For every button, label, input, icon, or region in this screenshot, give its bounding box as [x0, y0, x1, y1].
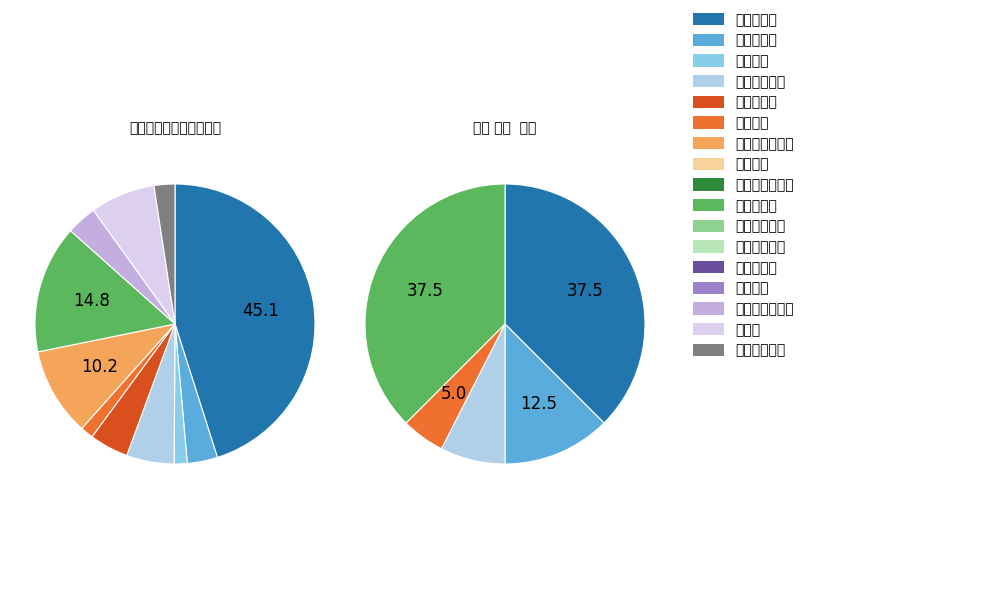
- Text: 10.2: 10.2: [81, 358, 118, 376]
- Text: 37.5: 37.5: [567, 282, 604, 300]
- Legend: ストレート, ツーシーム, シュート, カットボール, スプリット, フォーク, チェンジアップ, シンカー, 高速スライダー, スライダー, 縦スライダー, : ストレート, ツーシーム, シュート, カットボール, スプリット, フォーク,…: [693, 13, 794, 358]
- Wedge shape: [82, 324, 175, 437]
- Wedge shape: [93, 185, 175, 324]
- Wedge shape: [175, 184, 315, 457]
- Wedge shape: [127, 324, 175, 464]
- Text: 12.5: 12.5: [520, 395, 557, 413]
- Text: 45.1: 45.1: [242, 302, 279, 320]
- Text: 5.0: 5.0: [441, 385, 467, 403]
- Text: 14.8: 14.8: [73, 292, 110, 310]
- Wedge shape: [174, 324, 187, 464]
- Wedge shape: [175, 324, 217, 463]
- Wedge shape: [505, 324, 604, 464]
- Wedge shape: [441, 324, 505, 464]
- Wedge shape: [71, 210, 175, 324]
- Title: パ・リーグ全プレイヤー: パ・リーグ全プレイヤー: [129, 121, 221, 136]
- Wedge shape: [365, 184, 505, 423]
- Wedge shape: [406, 324, 505, 449]
- Wedge shape: [154, 184, 175, 324]
- Wedge shape: [92, 324, 175, 455]
- Wedge shape: [35, 231, 175, 352]
- Wedge shape: [505, 184, 645, 423]
- Title: 牧原 大成  選手: 牧原 大成 選手: [473, 121, 537, 136]
- Text: 37.5: 37.5: [406, 282, 443, 300]
- Wedge shape: [38, 324, 175, 428]
